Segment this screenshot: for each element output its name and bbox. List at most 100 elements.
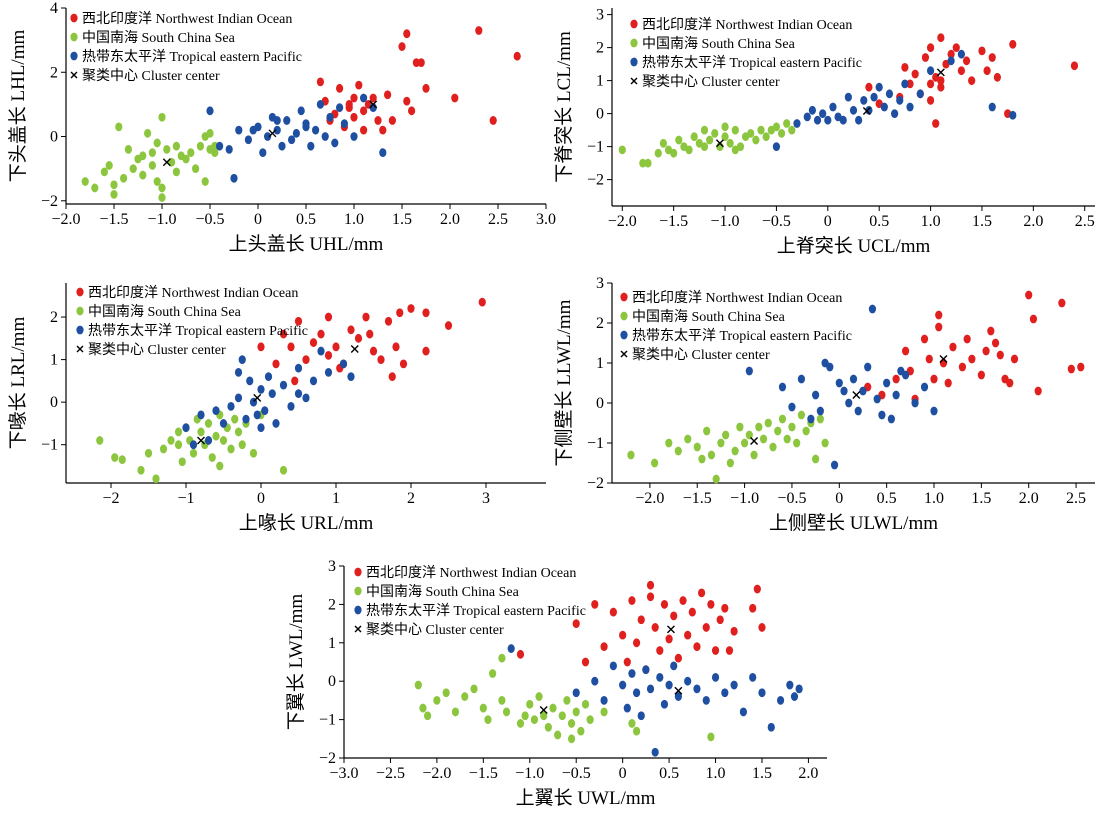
x-tick-label: −0.5	[562, 765, 591, 782]
data-point	[930, 406, 938, 416]
data-point	[693, 642, 701, 652]
data-point	[1006, 378, 1014, 388]
data-point	[444, 321, 453, 330]
x-tick-label: −1.5	[683, 490, 712, 507]
data-point	[324, 367, 333, 377]
data-point	[644, 158, 652, 168]
data-point	[249, 125, 257, 135]
data-point	[891, 109, 899, 118]
data-point	[826, 362, 834, 372]
legend-marker	[354, 586, 362, 596]
data-point	[312, 125, 320, 135]
x-tick-label: −0.5	[195, 211, 224, 228]
data-point	[137, 465, 145, 475]
y-tick-label: 0	[328, 673, 336, 690]
data-point	[287, 402, 295, 411]
data-point	[581, 699, 590, 709]
data-point	[906, 102, 914, 112]
data-point	[665, 680, 673, 690]
data-point	[414, 680, 422, 690]
data-point	[747, 129, 755, 138]
legend-marker	[630, 57, 638, 67]
data-point	[873, 394, 881, 404]
x-tick-label: −1.0	[711, 213, 740, 230]
x-tick-label: 2.0	[1019, 490, 1039, 507]
data-point	[238, 355, 246, 364]
data-point	[698, 454, 706, 464]
data-point	[148, 148, 156, 157]
x-tick-label: −2.0	[422, 765, 451, 782]
data-point	[129, 164, 137, 174]
data-point	[865, 82, 873, 92]
data-point	[216, 461, 224, 471]
data-point	[849, 374, 858, 384]
data-point	[711, 672, 720, 682]
cluster-center-marker	[715, 139, 724, 148]
data-point	[374, 116, 382, 125]
data-point	[360, 106, 368, 116]
legend-entry: 热带东太平洋 Tropical eastern Pacific	[642, 55, 862, 71]
data-point	[279, 465, 288, 475]
legend-entry: 热带东太平洋 Tropical eastern Pacific	[366, 603, 586, 619]
x-tick-label: −1.0	[515, 765, 544, 782]
y-tick-label: −2	[587, 172, 604, 189]
legend-entry: 西北印度洋 Northwest Indian Ocean	[642, 17, 852, 33]
data-point	[978, 46, 986, 56]
y-tick-label: 2	[596, 315, 604, 332]
data-point	[216, 141, 224, 151]
data-point	[926, 66, 935, 76]
x-tick-label: 2.5	[488, 211, 508, 228]
data-point	[628, 596, 636, 605]
y-tick-label: 3	[328, 558, 336, 575]
data-point	[174, 427, 183, 437]
data-point	[124, 144, 132, 154]
x-tick-label: 0	[835, 490, 843, 507]
x-axis-title: 上侧壁长 ULWL/mm	[769, 512, 938, 534]
data-point	[189, 440, 198, 450]
x-tick-label: −1.0	[147, 211, 176, 228]
y-tick-label: −1	[587, 435, 604, 452]
data-point	[279, 380, 288, 390]
data-point	[211, 148, 219, 157]
data-point	[273, 125, 281, 135]
data-point	[845, 398, 853, 408]
legend-marker-x	[76, 345, 84, 353]
x-tick-label: −0.5	[777, 490, 806, 507]
y-axis-title: 下脊突长 LCL/mm	[553, 31, 575, 183]
data-point	[516, 649, 525, 659]
x-tick-label: −1.5	[659, 213, 688, 230]
data-point	[554, 730, 562, 740]
data-point	[1025, 290, 1033, 300]
legend-entry: 聚类中心 Cluster center	[82, 68, 220, 84]
data-point	[412, 58, 420, 68]
data-point	[278, 141, 286, 151]
x-tick-label: 0.5	[296, 211, 316, 228]
data-point	[670, 611, 678, 621]
data-point	[627, 450, 635, 460]
data-point	[1009, 110, 1017, 120]
data-point	[369, 346, 378, 356]
data-point	[901, 346, 910, 356]
data-point	[234, 367, 243, 377]
data-point	[567, 719, 576, 728]
data-point	[711, 646, 720, 655]
data-point	[187, 148, 195, 157]
data-point	[139, 170, 147, 180]
data-point	[788, 422, 796, 432]
data-point	[422, 83, 430, 93]
data-point	[926, 43, 935, 52]
data-point	[803, 112, 811, 122]
x-tick-label: 0	[257, 490, 265, 507]
x-axis-title: 上翼长 UWL/mm	[516, 787, 656, 809]
data-point	[309, 338, 318, 347]
data-point	[521, 711, 529, 721]
data-point	[535, 692, 543, 701]
data-point	[911, 69, 919, 79]
data-point	[707, 732, 715, 742]
data-point	[407, 304, 415, 313]
data-point	[642, 665, 650, 675]
data-point	[772, 122, 781, 132]
data-point	[776, 696, 785, 705]
data-point	[96, 436, 104, 445]
data-point	[731, 145, 739, 155]
